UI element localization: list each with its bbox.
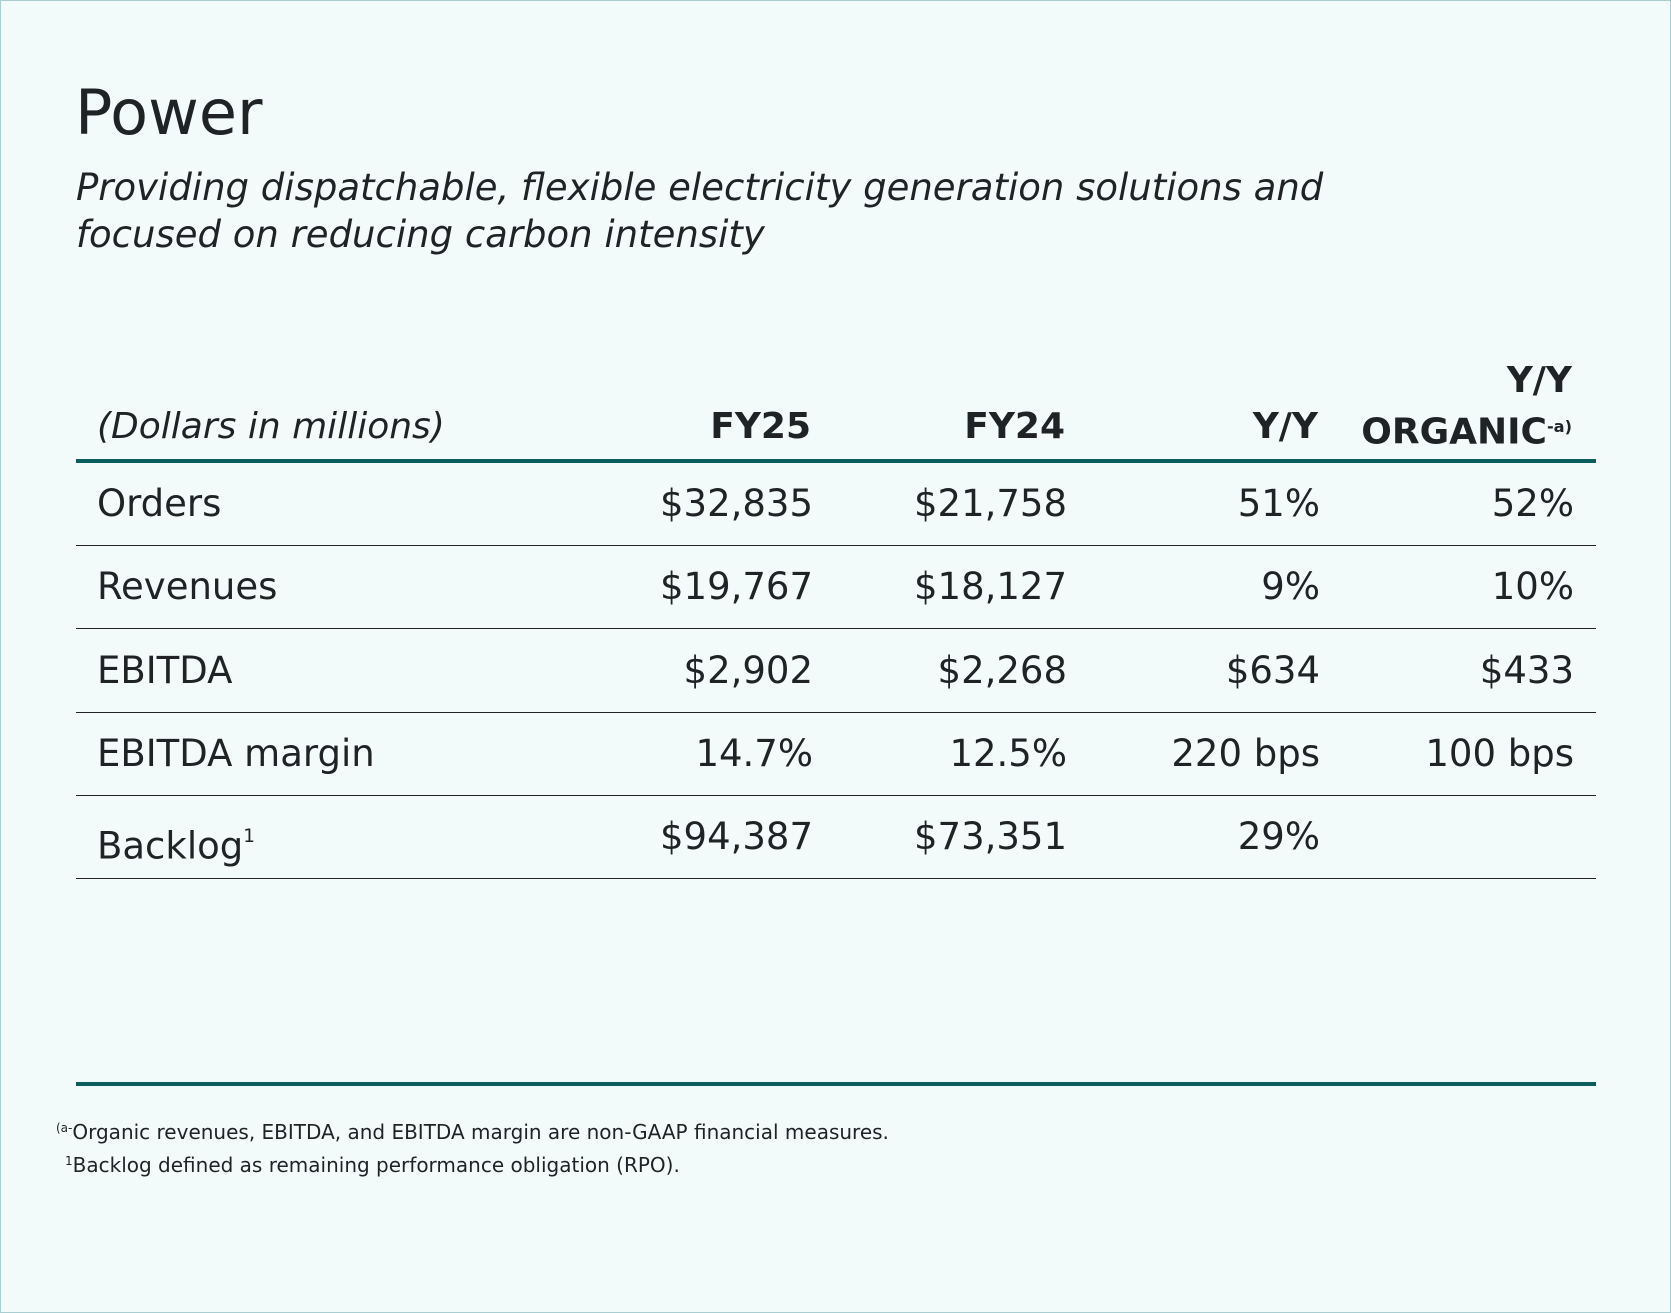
column-header: Y/Y (1252, 406, 1318, 447)
row-label-text: Backlog (97, 824, 244, 868)
table-row: EBITDA $2,902 $2,268 $634 $433 (76, 630, 1596, 713)
table-cell: $433 (1479, 648, 1574, 692)
table-cell: 12.5% (949, 731, 1067, 775)
table-cell: $94,387 (659, 815, 813, 859)
footnote: 1Backlog defined as remaining performanc… (65, 1146, 680, 1180)
column-header: FY25 (710, 406, 811, 447)
table-cell: 9% (1261, 565, 1320, 609)
subtitle: Providing dispatchable, flexible electri… (76, 166, 1324, 256)
table-cell: $2,268 (937, 648, 1067, 692)
table-cell: 100 bps (1425, 731, 1574, 775)
table-cell: 14.7% (695, 731, 813, 775)
table-row: EBITDA margin 14.7% 12.5% 220 bps 100 bps (76, 713, 1596, 796)
table-cell: 51% (1237, 482, 1320, 525)
row-label: Backlog1 (97, 796, 255, 888)
table-cell: $19,767 (659, 565, 813, 609)
row-label-text: Orders (97, 482, 222, 525)
row-label: EBITDA (97, 630, 232, 712)
table-cell: $73,351 (913, 815, 1067, 859)
row-label-text: EBITDA (97, 648, 233, 692)
header-rule (76, 459, 1596, 463)
column-header: FY24 (964, 406, 1065, 447)
footnote-text: Backlog defined as remaining performance… (72, 1153, 680, 1178)
table-row: Backlog1 $94,387 $73,351 29% (76, 796, 1596, 880)
footnote: (a-Organic revenues, EBITDA, and EBITDA … (56, 1113, 889, 1147)
table-cell: 52% (1491, 482, 1574, 525)
table-cell: $32,835 (659, 482, 813, 525)
row-label: EBITDA margin (97, 713, 375, 795)
title: Power (75, 76, 263, 149)
row-label: Revenues (97, 546, 277, 628)
table-cell: 10% (1491, 565, 1574, 609)
table-cell: $634 (1225, 648, 1320, 692)
table-row: Orders $32,835 $21,758 51% 52% (76, 463, 1596, 546)
row-label: Orders (97, 463, 221, 545)
column-header: (Dollars in millions) (97, 406, 445, 447)
column-header-text: Y/Y ORGANIC (1361, 360, 1572, 453)
table-cell: 220 bps (1171, 731, 1320, 775)
column-header: Y/Y ORGANIC-a) (1342, 358, 1572, 455)
table-cell: $18,127 (913, 565, 1067, 609)
row-label-text: Revenues (97, 565, 278, 609)
table-cell: $2,902 (683, 648, 813, 692)
table-row: Revenues $19,767 $18,127 9% 10% (76, 546, 1596, 630)
footnote-text: Organic revenues, EBITDA, and EBITDA mar… (72, 1120, 889, 1145)
footnote-marker: 1 (65, 1154, 73, 1168)
column-note: -a) (1546, 417, 1572, 436)
bottom-rule (76, 1082, 1596, 1086)
table-cell: 29% (1237, 815, 1320, 859)
row-label-text: EBITDA margin (97, 731, 375, 775)
table-cell: $21,758 (913, 482, 1067, 525)
row-note: 1 (243, 826, 256, 848)
footnote-marker: (a- (56, 1121, 73, 1135)
